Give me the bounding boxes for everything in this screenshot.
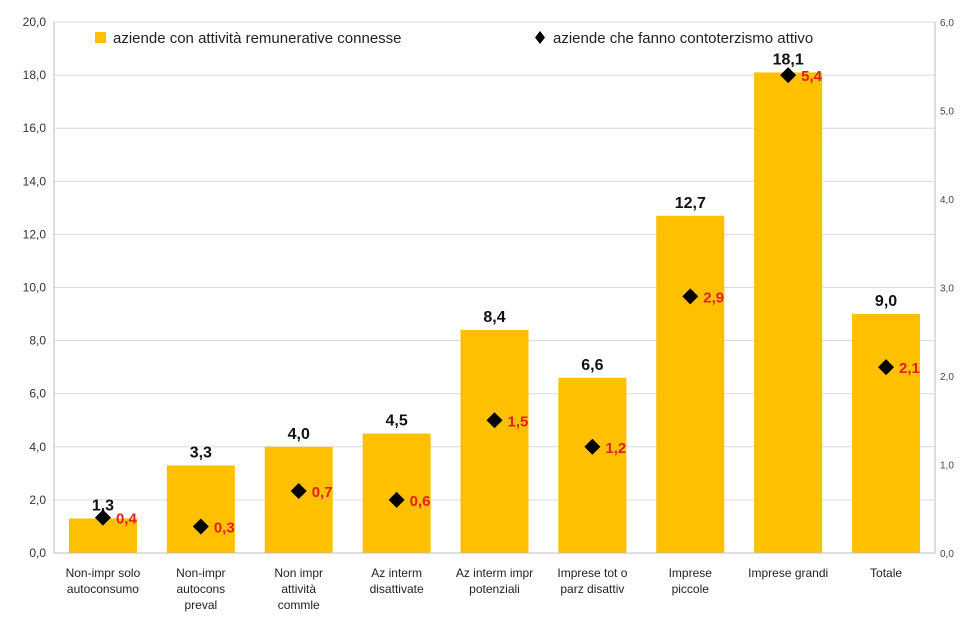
x-category-label: disattivate [370, 582, 424, 596]
bar [166, 465, 235, 553]
bar-data-label: 6,6 [581, 357, 603, 374]
bar [754, 72, 823, 553]
markers: 0,4 0,3 0,7 0,6 1,5 1,2 2,9 5,4 2,1 [94, 67, 920, 536]
y-left-tick-label: 14,0 [23, 174, 47, 188]
x-category-label: autocons [176, 582, 225, 596]
x-category-label: Az interm impr [456, 566, 533, 580]
x-category-label: commle [278, 598, 320, 612]
y-left-tick-label: 16,0 [23, 121, 47, 135]
x-category-label: potenziali [469, 582, 520, 596]
point-data-label: 1,5 [508, 413, 529, 430]
x-category-label: piccole [672, 582, 710, 596]
bar-data-label: 4,5 [385, 413, 407, 430]
marker-point [682, 288, 699, 305]
y-left-tick-label: 12,0 [23, 227, 47, 241]
bar-data-label: 4,0 [288, 426, 310, 443]
x-category-label: Az interm [371, 566, 422, 580]
x-category-label: Non-impr [176, 566, 225, 580]
bars: 1,3 3,3 4,0 4,5 8,4 6,6 12,7 18,1 9,0 [68, 51, 921, 553]
legend-bar-label: aziende con attività remunerative connes… [113, 30, 402, 47]
y-left-tick-label: 10,0 [23, 281, 47, 295]
y-right-tick-label: 0,0 [940, 549, 954, 560]
bar [264, 446, 333, 553]
x-category-label: preval [184, 598, 217, 612]
marker-point [780, 67, 797, 84]
x-category-label: Imprese [669, 566, 713, 580]
y-right-tick-label: 1,0 [940, 461, 954, 472]
bar [656, 215, 725, 553]
x-category-label: Totale [870, 566, 902, 580]
bar-data-label: 18,1 [773, 51, 804, 68]
x-category-label: Non-impr solo [66, 566, 141, 580]
bar-data-label: 12,7 [675, 195, 706, 212]
bar-data-label: 1,3 [92, 497, 114, 514]
y-left-tick-label: 2,0 [29, 493, 46, 507]
point-data-label: 0,4 [116, 511, 138, 528]
y-left-tick-label: 18,0 [23, 68, 47, 82]
point-data-label: 2,1 [899, 360, 920, 377]
bar [852, 314, 921, 553]
marker-point [878, 359, 895, 376]
bar-data-label: 8,4 [483, 309, 505, 326]
y-right-tick-label: 3,0 [940, 284, 954, 295]
axes: 0,0 2,0 4,0 6,0 8,0 10,0 12,0 14,0 16,0 18,0 20,0 0… [23, 15, 955, 612]
point-data-label: 0,3 [214, 519, 235, 536]
y-right-tick-label: 2,0 [940, 372, 954, 383]
y-left-tick-label: 20,0 [23, 15, 47, 29]
x-category-label: autoconsumo [67, 582, 139, 596]
legend-marker-label: aziende che fanno contoterzismo attivo [553, 30, 813, 47]
y-left-tick-label: 0,0 [29, 546, 46, 560]
y-left-tick-label: 8,0 [29, 334, 46, 348]
point-data-label: 2,9 [703, 289, 724, 306]
point-data-label: 5,4 [801, 68, 823, 85]
y-left-tick-label: 4,0 [29, 440, 46, 454]
bar [558, 377, 627, 553]
x-category-label: Imprese tot o [557, 566, 627, 580]
legend-marker-swatch [535, 31, 545, 44]
point-data-label: 1,2 [605, 440, 626, 457]
y-right-tick-label: 4,0 [940, 195, 954, 206]
y-right-tick-label: 5,0 [940, 107, 954, 118]
bar [460, 329, 529, 553]
marker-point [94, 509, 111, 526]
x-category-label: attività [281, 582, 316, 596]
point-data-label: 0,6 [410, 493, 431, 510]
marker-point [192, 518, 209, 535]
legend: aziende con attività remunerative connes… [95, 30, 813, 47]
point-data-label: 0,7 [312, 484, 333, 501]
bar-data-label: 3,3 [190, 444, 212, 461]
marker-point [290, 483, 307, 500]
x-category-label: Non impr [274, 566, 323, 580]
y-right-tick-label: 6,0 [940, 18, 954, 29]
y-left-tick-label: 6,0 [29, 387, 46, 401]
marker-point [584, 438, 601, 455]
marker-point [388, 491, 405, 508]
bar-data-label: 9,0 [875, 293, 897, 310]
x-category-label: Imprese grandi [748, 566, 828, 580]
x-category-label: parz disattiv [560, 582, 624, 596]
legend-bar-swatch [95, 32, 106, 43]
marker-point [486, 412, 503, 429]
